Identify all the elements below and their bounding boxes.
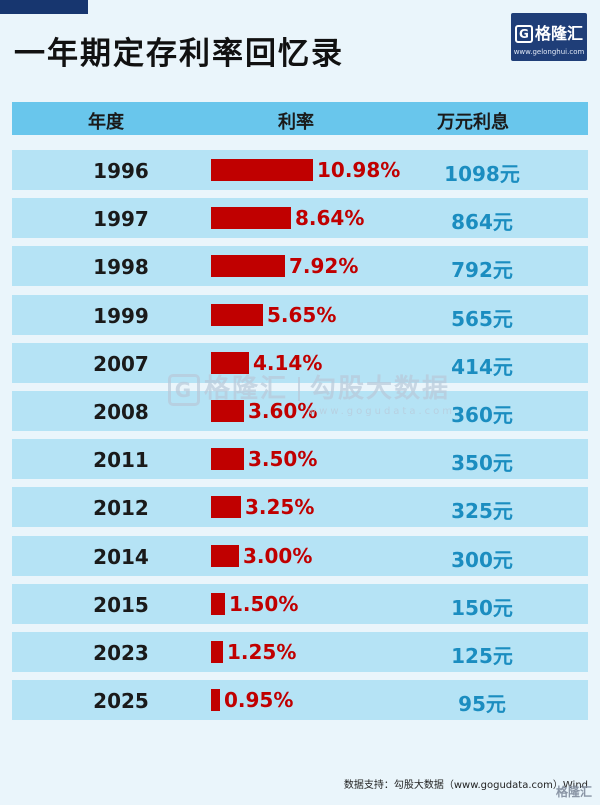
page-title: 一年期定存利率回忆录 — [14, 36, 344, 72]
year-label: 2023 — [93, 641, 149, 665]
watermark-g-icon: G — [168, 374, 200, 406]
rate-bar — [211, 689, 220, 711]
year-label: 2011 — [93, 448, 149, 472]
table-row: 2025 0.95% 95元 — [12, 680, 588, 720]
table-row: 2011 3.50% 350元 — [12, 439, 588, 479]
table-row: 2015 1.50% 150元 — [12, 584, 588, 624]
rate-value-label: 8.64% — [295, 206, 365, 230]
table-row: 2012 3.25% 325元 — [12, 487, 588, 527]
year-label: 1999 — [93, 304, 149, 328]
rate-bar — [211, 593, 225, 615]
table-row: 2014 3.00% 300元 — [12, 536, 588, 576]
year-label: 2007 — [93, 352, 149, 376]
rate-value-label: 5.65% — [267, 303, 337, 327]
rate-bar — [211, 255, 285, 277]
rate-bar — [211, 304, 263, 326]
interest-value: 300元 — [451, 548, 513, 572]
rate-value-label: 7.92% — [289, 254, 359, 278]
table-row: 1997 8.64% 864元 — [12, 198, 588, 238]
rate-bar — [211, 207, 291, 229]
bottom-logo: 格隆汇 — [555, 785, 592, 799]
interest-value: 95元 — [458, 692, 506, 716]
interest-value: 150元 — [451, 596, 513, 620]
watermark-brand: 格隆汇 — [204, 374, 289, 404]
header-year: 年度 — [88, 112, 124, 133]
table-row: 1998 7.92% 792元 — [12, 246, 588, 286]
rate-value-label: 1.25% — [227, 640, 297, 664]
top-accent-bar — [0, 0, 88, 14]
rate-bar — [211, 400, 244, 422]
rate-bar — [211, 159, 313, 181]
brand-logo: G 格隆汇 www.gelonghui.com — [511, 13, 587, 61]
year-label: 1998 — [93, 255, 149, 279]
watermark-url: www.gogudata.com — [308, 406, 456, 417]
rate-bar — [211, 641, 223, 663]
year-label: 2015 — [93, 593, 149, 617]
interest-value: 864元 — [451, 210, 513, 234]
rate-bar — [211, 545, 239, 567]
table-row: 1996 10.98% 1098元 — [12, 150, 588, 190]
rate-value-label: 3.50% — [248, 447, 318, 471]
rate-value-label: 4.14% — [253, 351, 323, 375]
rate-value-label: 1.50% — [229, 592, 299, 616]
logo-g-icon: G — [514, 25, 533, 43]
table-row: 1999 5.65% 565元 — [12, 295, 588, 335]
table-header: 年度 利率 万元利息 — [12, 102, 588, 135]
interest-value: 792元 — [451, 258, 513, 282]
source-note: 数据支持：勾股大数据（www.gogudata.com）Wind — [343, 780, 588, 791]
year-label: 2014 — [93, 545, 149, 569]
rate-bar — [211, 448, 244, 470]
interest-value: 360元 — [451, 403, 513, 427]
interest-value: 325元 — [451, 499, 513, 523]
year-label: 1997 — [93, 207, 149, 231]
rate-bar — [211, 496, 241, 518]
year-label: 1996 — [93, 159, 149, 183]
year-label: 2025 — [93, 689, 149, 713]
year-label: 2012 — [93, 496, 149, 520]
interest-value: 350元 — [451, 451, 513, 475]
watermark: G 格隆汇 勾股大数据 www.gogudata.com — [168, 368, 455, 417]
logo-name: 格隆汇 — [534, 24, 583, 43]
interest-value: 1098元 — [444, 162, 520, 186]
header-interest: 万元利息 — [437, 112, 509, 133]
header-rate: 利率 — [278, 112, 314, 133]
rate-bar — [211, 352, 249, 374]
watermark-partner: 勾股大数据 — [310, 374, 451, 404]
interest-value: 414元 — [451, 355, 513, 379]
rate-value-label: 10.98% — [317, 158, 401, 182]
rate-value-label: 3.60% — [248, 399, 318, 423]
rate-value-label: 0.95% — [224, 688, 294, 712]
rate-value-label: 3.25% — [245, 495, 315, 519]
table-row: 2023 1.25% 125元 — [12, 632, 588, 672]
interest-value: 565元 — [451, 307, 513, 331]
interest-value: 125元 — [451, 644, 513, 668]
rate-value-label: 3.00% — [243, 544, 313, 568]
year-label: 2008 — [93, 400, 149, 424]
logo-url: www.gelonghui.com — [513, 48, 585, 56]
table-row: 2007 4.14% 414元 — [12, 343, 588, 383]
